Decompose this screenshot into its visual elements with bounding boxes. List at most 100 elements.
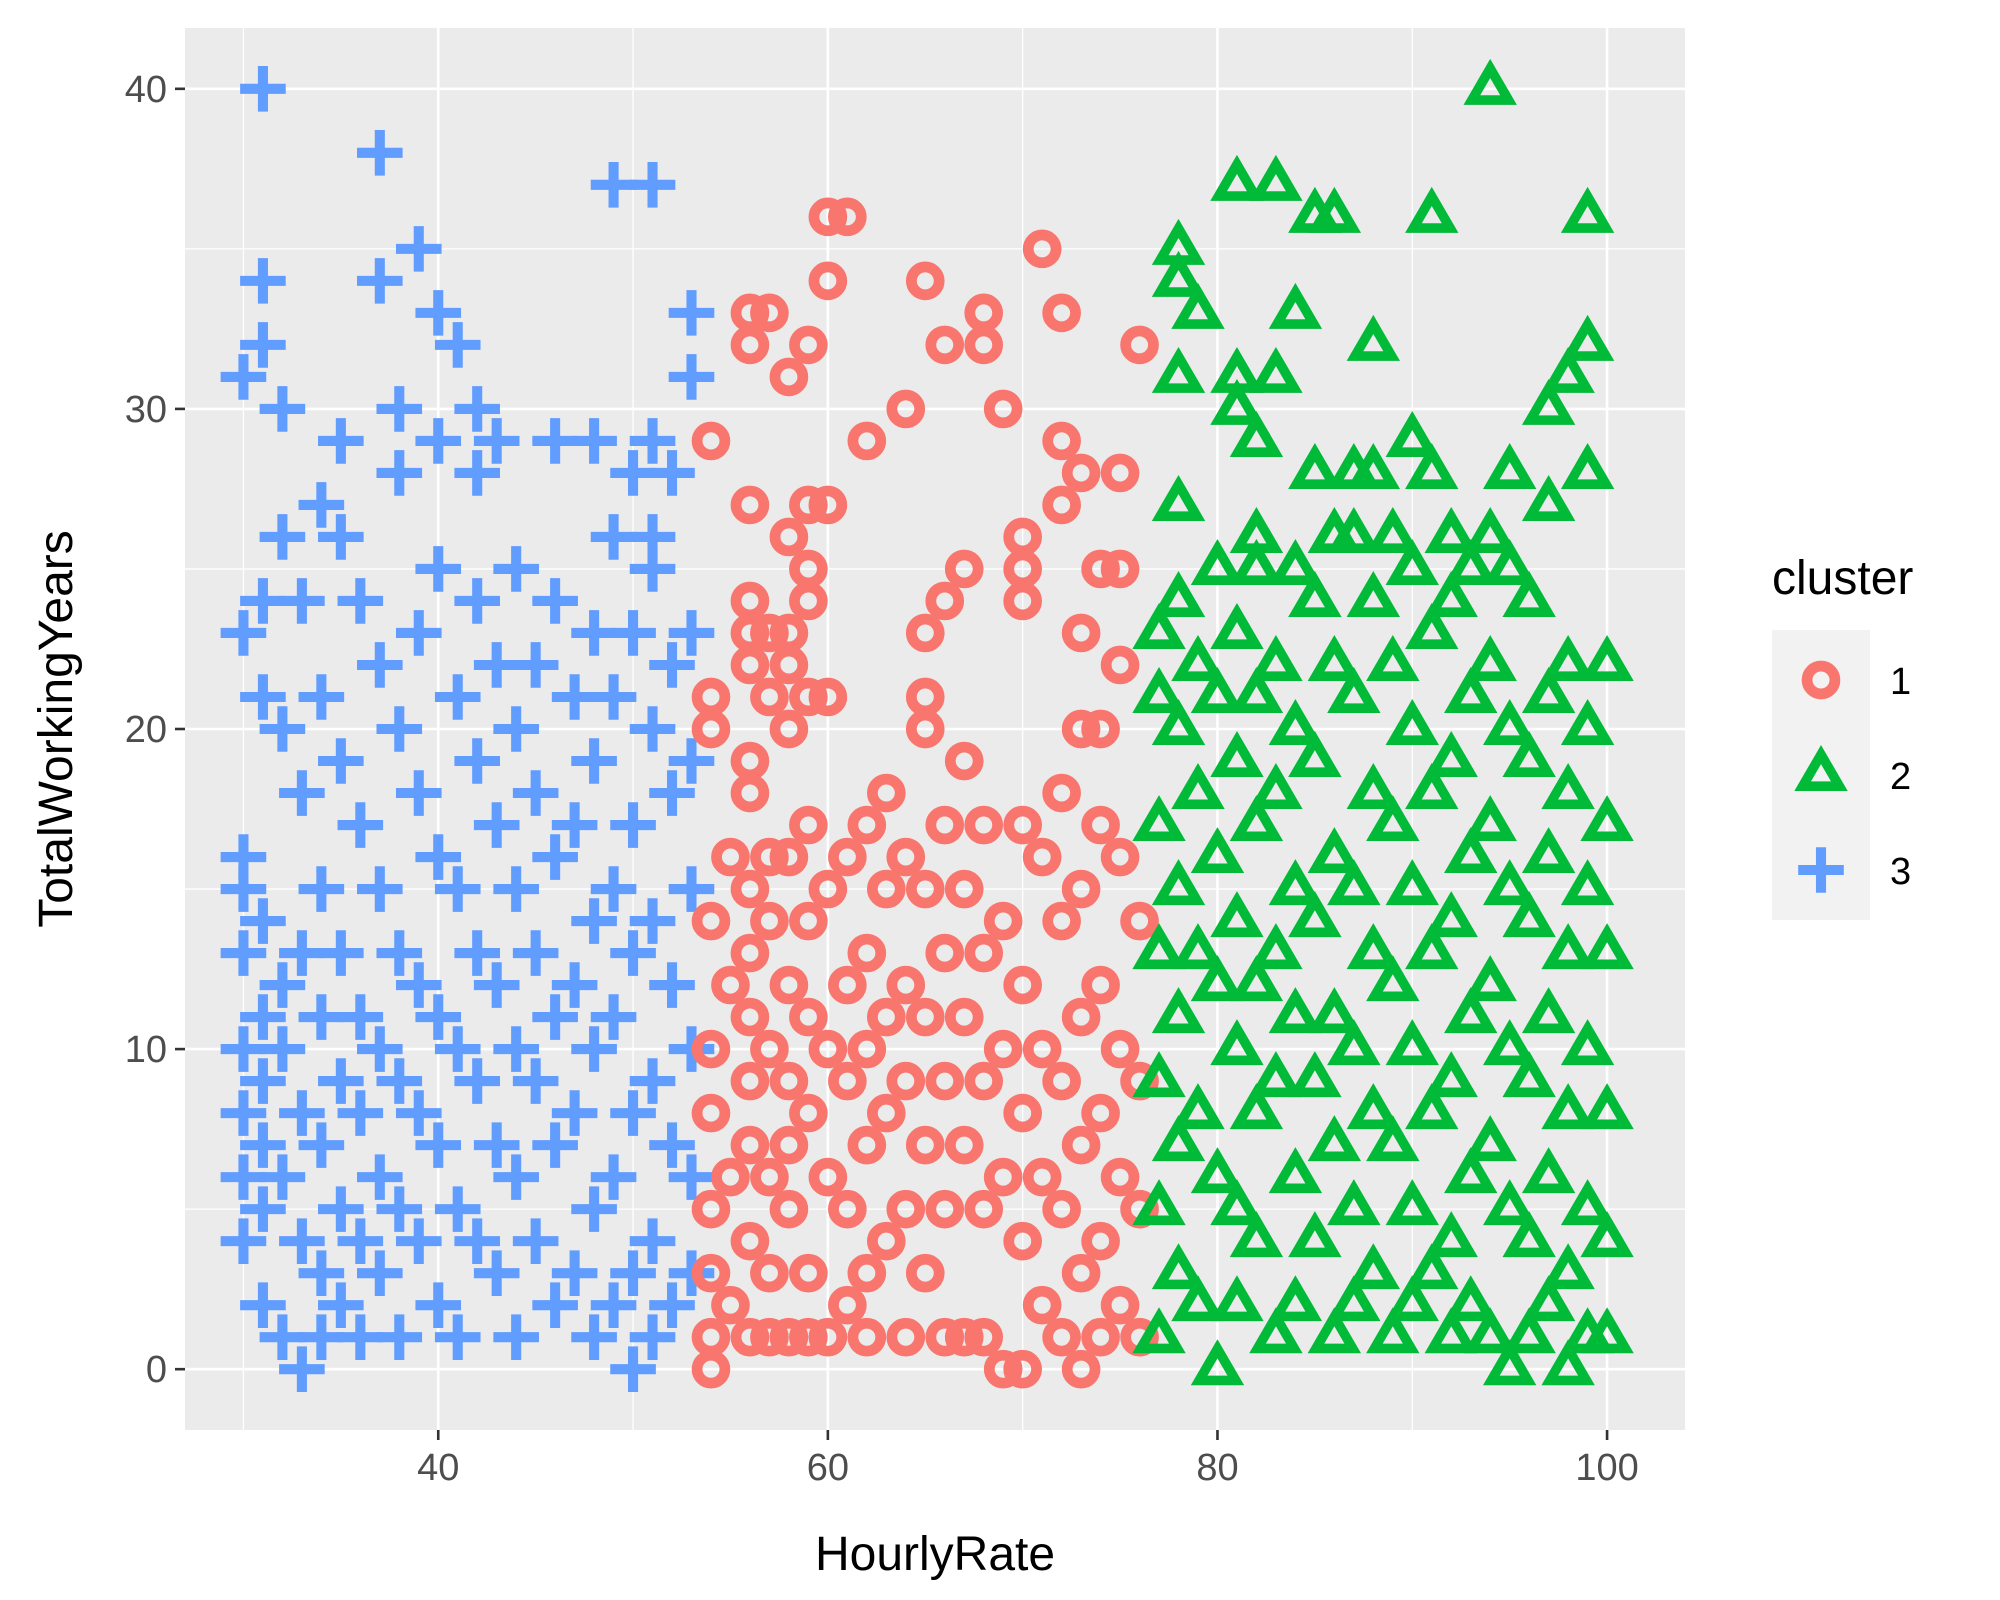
point-cluster-1 xyxy=(730,645,770,685)
point-cluster-1 xyxy=(808,197,848,237)
point-cluster-2 xyxy=(1346,923,1401,970)
point-cluster-3 xyxy=(337,802,384,848)
point-cluster-1 xyxy=(730,1061,770,1101)
point-cluster-1 xyxy=(789,1317,828,1357)
point-cluster-1 xyxy=(866,1093,906,1133)
point-cluster-2 xyxy=(1366,955,1420,1002)
point-cluster-2 xyxy=(1444,667,1498,714)
point-cluster-1 xyxy=(691,421,731,461)
point-cluster-2 xyxy=(1463,506,1517,553)
point-cluster-1 xyxy=(983,1029,1023,1069)
point-cluster-1 xyxy=(983,389,1023,429)
point-cluster-3 xyxy=(415,418,462,464)
point-cluster-1 xyxy=(769,965,809,1005)
x-tick-label: 60 xyxy=(807,1447,849,1489)
point-cluster-1 xyxy=(1100,1157,1140,1197)
point-cluster-2 xyxy=(1327,1179,1381,1226)
point-cluster-3 xyxy=(279,1090,325,1136)
point-cluster-3 xyxy=(279,930,325,976)
point-cluster-3 xyxy=(318,1282,364,1328)
point-cluster-1 xyxy=(730,1125,770,1165)
point-cluster-2 xyxy=(1307,987,1362,1034)
point-cluster-2 xyxy=(1249,1307,1303,1354)
point-cluster-1 xyxy=(828,197,867,237)
point-cluster-3 xyxy=(668,1026,715,1072)
point-cluster-2 xyxy=(1521,667,1576,714)
point-cluster-3 xyxy=(551,674,598,720)
point-cluster-1 xyxy=(1022,229,1062,269)
point-cluster-3 xyxy=(668,610,715,656)
point-cluster-1 xyxy=(964,1061,1004,1101)
point-cluster-3 xyxy=(259,386,306,432)
point-cluster-1 xyxy=(1081,709,1120,749)
point-cluster-1 xyxy=(1022,837,1062,877)
point-cluster-3 xyxy=(415,994,462,1040)
point-cluster-1 xyxy=(1003,965,1042,1005)
point-cluster-1 xyxy=(730,997,770,1037)
point-cluster-1 xyxy=(847,1125,887,1165)
point-cluster-2 xyxy=(1249,1051,1303,1098)
point-cluster-3 xyxy=(220,354,267,400)
point-cluster-3 xyxy=(571,898,617,944)
point-cluster-1 xyxy=(808,1317,848,1357)
point-cluster-2 xyxy=(1541,1243,1595,1290)
point-cluster-2 xyxy=(1268,1147,1323,1194)
point-cluster-1 xyxy=(1100,1029,1140,1069)
point-cluster-1 xyxy=(944,549,984,589)
point-cluster-1 xyxy=(1061,453,1101,493)
point-cluster-3 xyxy=(240,1186,286,1232)
point-cluster-1 xyxy=(925,933,965,973)
point-cluster-1 xyxy=(1042,901,1081,941)
point-cluster-1 xyxy=(711,1157,750,1197)
point-cluster-2 xyxy=(1190,955,1245,1002)
point-cluster-2 xyxy=(1560,859,1615,906)
point-cluster-3 xyxy=(551,802,598,848)
point-cluster-1 xyxy=(769,517,809,557)
point-cluster-3 xyxy=(240,1282,286,1328)
point-cluster-3 xyxy=(668,738,715,784)
point-cluster-1 xyxy=(828,965,867,1005)
point-cluster-3 xyxy=(590,1282,637,1328)
point-cluster-3 xyxy=(395,610,442,656)
point-cluster-2 xyxy=(1249,763,1303,810)
point-cluster-2 xyxy=(1424,1211,1478,1258)
point-cluster-2 xyxy=(1502,1307,1556,1354)
point-cluster-3 xyxy=(279,770,325,816)
point-cluster-2 xyxy=(1444,538,1498,585)
point-cluster-2 xyxy=(1132,1307,1186,1354)
point-cluster-3 xyxy=(279,1218,325,1264)
point-cluster-2 xyxy=(1502,571,1556,617)
point-cluster-1 xyxy=(983,901,1023,941)
point-cluster-2 xyxy=(1249,923,1303,970)
point-cluster-3 xyxy=(318,1186,364,1232)
point-cluster-1 xyxy=(789,485,828,525)
point-cluster-1 xyxy=(925,1189,965,1229)
y-tick-label: 30 xyxy=(125,389,167,431)
point-cluster-1 xyxy=(944,869,984,909)
point-cluster-2 xyxy=(1132,667,1186,714)
point-cluster-3 xyxy=(590,866,637,912)
point-cluster-2 xyxy=(1210,1019,1264,1066)
point-cluster-1 xyxy=(964,805,1004,845)
point-cluster-3 xyxy=(279,578,325,624)
point-cluster-3 xyxy=(454,386,501,432)
point-cluster-2 xyxy=(1171,1275,1225,1322)
point-cluster-3 xyxy=(629,418,676,464)
point-cluster-3 xyxy=(590,1154,637,1200)
point-cluster-1 xyxy=(1042,1189,1081,1229)
point-cluster-1 xyxy=(769,709,809,749)
point-cluster-2 xyxy=(1560,699,1615,746)
point-cluster-1 xyxy=(711,837,750,877)
point-cluster-1 xyxy=(828,837,867,877)
point-cluster-2 xyxy=(1405,186,1459,233)
point-cluster-2 xyxy=(1132,1051,1186,1098)
point-cluster-1 xyxy=(866,773,906,813)
point-cluster-1 xyxy=(1100,549,1140,589)
point-cluster-3 xyxy=(259,962,306,1008)
point-cluster-2 xyxy=(1541,1083,1595,1130)
point-cluster-3 xyxy=(649,770,695,816)
point-cluster-3 xyxy=(649,1282,695,1328)
point-cluster-3 xyxy=(610,1346,656,1392)
point-cluster-3 xyxy=(240,66,286,112)
point-cluster-1 xyxy=(789,997,828,1037)
